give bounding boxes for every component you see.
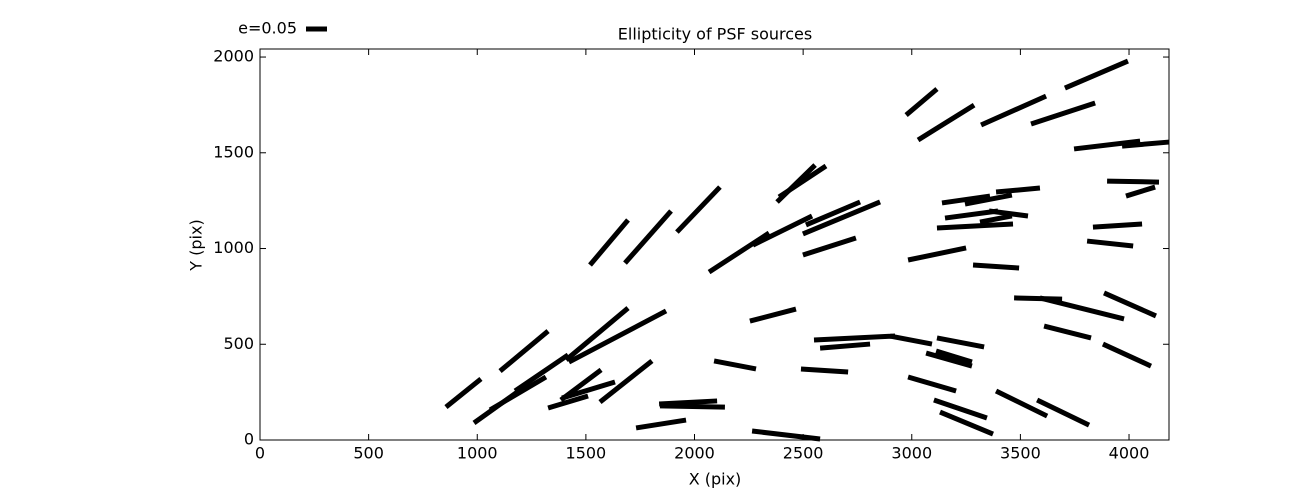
plot-frame [259, 48, 1170, 441]
whisker [1030, 100, 1096, 127]
legend-label: e=0.05 [238, 19, 297, 38]
whisker [777, 163, 828, 200]
whisker [1036, 397, 1091, 428]
whisker [675, 185, 722, 234]
whisker [979, 213, 1013, 225]
whisker [904, 87, 939, 117]
whisker [1092, 221, 1143, 230]
x-tick-label: 0 [255, 444, 265, 463]
x-tick-label: 3000 [891, 444, 932, 463]
whisker [801, 199, 882, 237]
y-axis-label: Y (pix) [187, 219, 206, 271]
x-tick-label: 1500 [566, 444, 607, 463]
whisker [623, 209, 673, 265]
whisker [936, 335, 985, 350]
y-tick-label: 0 [244, 430, 254, 449]
whisker [964, 192, 1013, 207]
whisker [907, 374, 957, 394]
whisker [1063, 58, 1129, 91]
whisker [1014, 295, 1063, 302]
whisker [907, 245, 967, 263]
whisker [972, 262, 1020, 271]
whisker [933, 397, 988, 421]
whisker [749, 306, 797, 324]
whisker [561, 379, 616, 401]
x-tick-label: 1000 [457, 444, 498, 463]
whisker [498, 329, 550, 373]
y-tick-label: 1000 [213, 238, 254, 257]
x-tick-label: 2000 [674, 444, 715, 463]
x-tick-label: 500 [353, 444, 384, 463]
whisker [1107, 178, 1160, 185]
whisker [658, 398, 718, 407]
whisker [800, 366, 849, 375]
whisker [1121, 139, 1170, 149]
whisker [751, 428, 821, 442]
whisker [567, 308, 668, 365]
y-tick-label: 500 [223, 334, 254, 353]
whisker [813, 333, 896, 343]
whisker [804, 199, 862, 228]
whisker [598, 358, 654, 405]
whisker [635, 417, 687, 431]
whisker [936, 221, 1014, 231]
whisker [925, 350, 973, 369]
whisker [980, 93, 1048, 128]
whisker [995, 185, 1041, 195]
whisker [819, 341, 871, 351]
x-tick-label: 3500 [1000, 444, 1041, 463]
whisker [1086, 238, 1134, 249]
whisker [1101, 341, 1153, 369]
whisker [994, 388, 1049, 419]
x-axis-label: X (pix) [689, 470, 742, 489]
whisker [1125, 184, 1156, 199]
whisker [444, 376, 483, 410]
whisker [588, 218, 630, 267]
whisker [751, 213, 814, 248]
y-tick-label: 2000 [213, 47, 254, 66]
chart-title: Ellipticity of PSF sources [618, 25, 812, 44]
x-tick-label: 2500 [783, 444, 824, 463]
whisker [1073, 138, 1141, 152]
whisker [988, 208, 1029, 219]
whisker [889, 333, 933, 347]
whisker [1103, 290, 1157, 319]
whisker [916, 102, 976, 143]
whisker [935, 348, 973, 365]
whisker [941, 193, 991, 206]
whisker [713, 358, 757, 372]
x-tick-label: 4000 [1109, 444, 1150, 463]
whisker [802, 235, 857, 258]
whisker [547, 393, 589, 411]
whisker [564, 306, 630, 362]
y-tick-label: 1500 [213, 142, 254, 161]
whisker [1043, 323, 1092, 341]
whisker [1039, 295, 1125, 322]
whisker [659, 403, 725, 410]
whisker [513, 352, 570, 394]
whisker [939, 409, 994, 437]
whisker [488, 374, 548, 413]
